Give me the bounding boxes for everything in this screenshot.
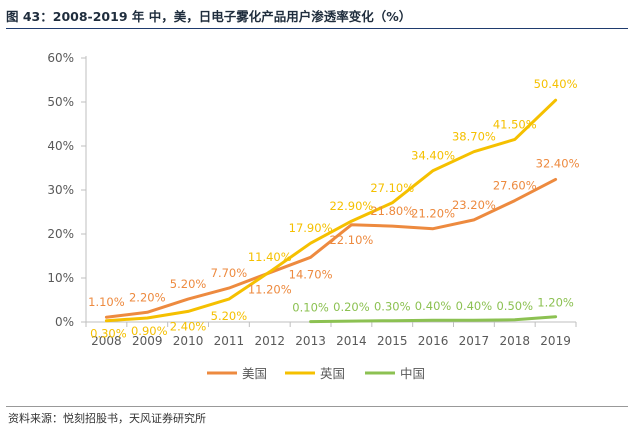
data-label: 17.90% <box>289 221 333 235</box>
figure-title: 图 43：2008-2019 年 中，美，日电子雾化产品用户渗透率变化（%） <box>6 9 412 24</box>
figure-source: 资料来源：悦刻招股书，天风证券研究所 <box>8 412 206 425</box>
data-label: 38.70% <box>452 130 496 144</box>
y-tick-label: 40% <box>47 139 74 153</box>
data-label: 0.90% <box>131 324 168 338</box>
title-divider <box>6 28 628 29</box>
data-label: 14.70% <box>289 267 333 281</box>
y-tick-label: 0% <box>55 315 74 329</box>
data-label: 0.30% <box>90 327 127 341</box>
y-tick-label: 20% <box>47 227 74 241</box>
data-label: 0.30% <box>374 300 411 314</box>
x-tick-label: 2014 <box>336 334 367 348</box>
data-label: 21.80% <box>370 204 414 218</box>
data-label: 1.10% <box>88 295 125 309</box>
y-tick-label: 60% <box>47 51 74 65</box>
series-line-1 <box>104 98 558 323</box>
line-chart: 0% 10% 20% 30% 40% 50% 60% 2008 2009 2010 2011 2012… <box>47 51 580 381</box>
x-tick-label: 2008 <box>91 334 122 348</box>
source-divider <box>6 406 628 407</box>
data-label: 27.60% <box>493 179 537 193</box>
data-label: 11.20% <box>248 283 292 297</box>
x-tick-label: 2009 <box>132 334 163 348</box>
data-label: 41.50% <box>493 117 537 131</box>
legend-label: 美国 <box>242 366 267 381</box>
data-label: 11.40% <box>248 250 292 264</box>
x-tick-label: 2010 <box>173 334 204 348</box>
y-tick-label: 10% <box>47 271 74 285</box>
y-tick-label: 50% <box>47 95 74 109</box>
data-label: 0.40% <box>456 299 493 313</box>
x-tick-label: 2011 <box>214 334 245 348</box>
data-label: 21.20% <box>411 207 455 221</box>
series-line-2 <box>309 315 558 324</box>
data-label: 1.20% <box>537 296 574 310</box>
x-tick-label: 2013 <box>295 334 326 348</box>
x-tick-label: 2015 <box>377 334 408 348</box>
x-tick-label: 2018 <box>499 334 530 348</box>
data-label: 27.10% <box>370 181 414 195</box>
x-tick-label: 2012 <box>254 334 285 348</box>
data-label: 0.10% <box>292 301 329 315</box>
data-label: 22.10% <box>329 233 373 247</box>
data-label: 0.20% <box>333 300 370 314</box>
y-tick-label: 30% <box>47 183 74 197</box>
series-line-0 <box>104 177 558 319</box>
x-tick-label: 2017 <box>459 334 490 348</box>
data-label: 5.20% <box>170 277 207 291</box>
data-label: 34.40% <box>411 149 455 163</box>
data-label: 23.20% <box>452 198 496 212</box>
data-label: 2.40% <box>170 319 207 333</box>
data-label: 0.50% <box>496 299 533 313</box>
data-label: 22.90% <box>329 199 373 213</box>
data-label: 32.40% <box>536 156 580 170</box>
data-label: 5.20% <box>211 309 248 323</box>
legend-label: 中国 <box>400 366 425 381</box>
legend-label: 英国 <box>320 366 345 381</box>
x-tick-label: 2016 <box>418 334 449 348</box>
data-label: 2.20% <box>129 290 166 304</box>
x-tick-label: 2019 <box>540 334 571 348</box>
data-label: 50.40% <box>534 77 578 91</box>
data-label: 7.70% <box>211 266 248 280</box>
data-label: 0.40% <box>415 299 452 313</box>
